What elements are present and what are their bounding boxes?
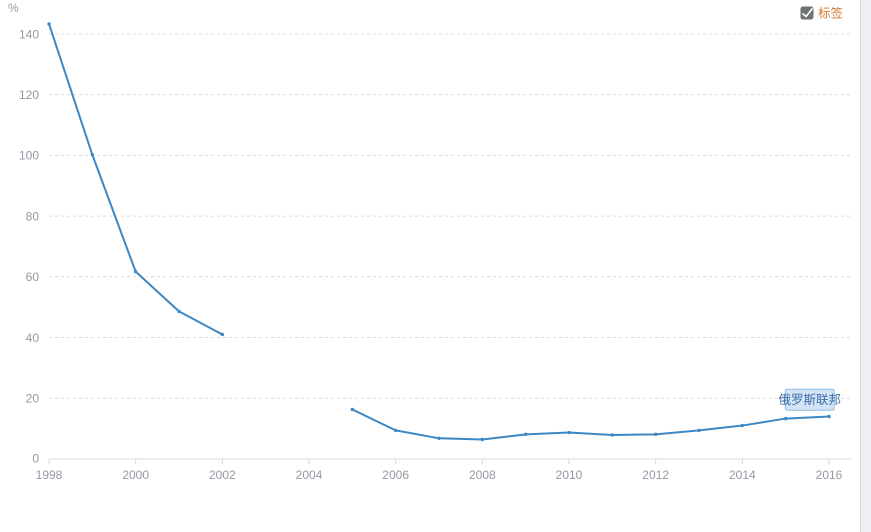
- svg-text:2014: 2014: [729, 468, 756, 482]
- svg-text:2004: 2004: [296, 468, 323, 482]
- svg-text:%: %: [8, 1, 19, 15]
- svg-text:60: 60: [26, 270, 40, 284]
- svg-text:100: 100: [19, 149, 39, 163]
- svg-text:2016: 2016: [816, 468, 843, 482]
- svg-text:120: 120: [19, 88, 39, 102]
- svg-text:2010: 2010: [556, 468, 583, 482]
- svg-text:20: 20: [26, 392, 40, 406]
- svg-text:80: 80: [26, 209, 40, 223]
- svg-text:2006: 2006: [382, 468, 409, 482]
- svg-text:2002: 2002: [209, 468, 236, 482]
- svg-text:标签: 标签: [818, 6, 844, 21]
- svg-text:40: 40: [26, 331, 40, 345]
- svg-text:0: 0: [32, 452, 39, 466]
- svg-text:2012: 2012: [642, 468, 669, 482]
- svg-text:1998: 1998: [36, 468, 63, 482]
- svg-text:2008: 2008: [469, 468, 496, 482]
- svg-text:140: 140: [19, 27, 39, 41]
- svg-text:2000: 2000: [122, 468, 149, 482]
- svg-text:俄罗斯联邦: 俄罗斯联邦: [779, 393, 842, 407]
